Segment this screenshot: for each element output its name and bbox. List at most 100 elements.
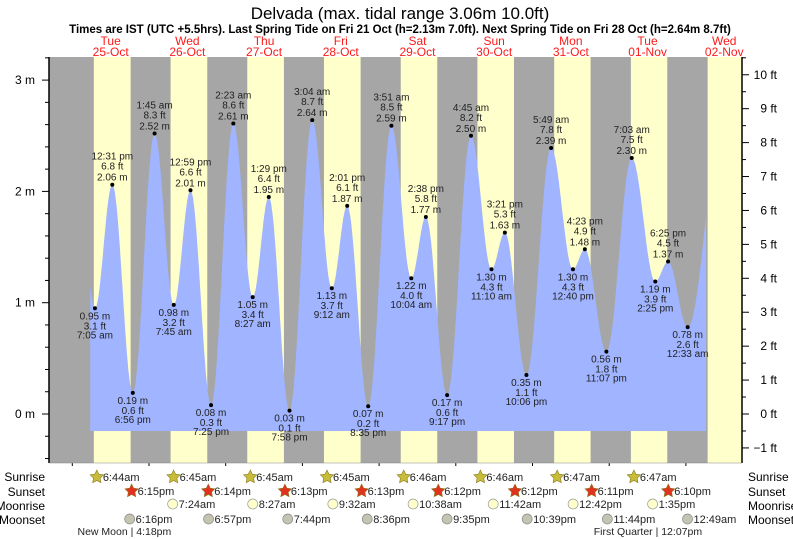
- sunset-star-icon: [430, 483, 446, 498]
- tide-ft-label: 3.1 ft: [84, 321, 106, 332]
- moonset-time: 11:44pm: [613, 514, 655, 526]
- moonset-icon: [601, 513, 613, 525]
- tide-point: [366, 404, 371, 409]
- tide-m-label: 2.64 m: [297, 108, 328, 119]
- day-name-label: Tue: [101, 34, 122, 48]
- tide-ft-label: 6.4 ft: [258, 174, 280, 185]
- tide-point: [582, 247, 587, 252]
- tide-ft-label: 4.3 ft: [562, 282, 584, 293]
- tide-ft-label: 0.6 ft: [122, 406, 144, 417]
- moonset-icon: [203, 513, 214, 525]
- tide-time-label: 2:25 pm: [637, 304, 673, 315]
- legend-label-sunset-right: Sunset: [748, 485, 786, 499]
- tide-point: [489, 267, 494, 272]
- tide-ft-label: 3.7 ft: [321, 301, 343, 312]
- sunset-star-icon: [354, 483, 369, 498]
- left-axis-label: 2 m: [15, 184, 35, 198]
- day-date-label: 28-Oct: [323, 45, 360, 59]
- day-name-label: Tue: [637, 34, 658, 48]
- tide-m-label: 1.48 m: [570, 237, 601, 248]
- chart-subtitle: Times are IST (UTC +5.5hrs). Last Spring…: [69, 24, 731, 36]
- high-tide-marker: 1:29 pm6.4 ft1.95 m: [251, 164, 287, 199]
- moonrise-icon: [407, 498, 419, 510]
- moonset-icon: [124, 513, 136, 525]
- tide-point: [345, 203, 350, 208]
- tide-point: [209, 403, 214, 408]
- tide-ft-label: 4.0 ft: [400, 291, 422, 302]
- sunset-time: 6:10pm: [674, 486, 711, 498]
- day-name-label: Sat: [408, 34, 427, 48]
- low-tide-marker: 1.05 m3.4 ft8:27 am: [235, 295, 271, 330]
- sunrise-star-icon: [473, 469, 488, 484]
- sunset-time: 6:14pm: [214, 486, 251, 498]
- tide-time-label: 8:27 am: [235, 319, 271, 330]
- tide-point: [110, 182, 115, 187]
- day-date-label: 31-Oct: [553, 45, 590, 59]
- tide-time-label: 1:45 am: [137, 101, 173, 112]
- tide-ft-label: 1.8 ft: [595, 365, 617, 376]
- high-tide-marker: 5:49 am7.8 ft2.39 m: [533, 115, 569, 150]
- tide-m-label: 1.37 m: [653, 250, 684, 261]
- tide-time-label: 4:23 pm: [567, 216, 603, 227]
- day-name-label: Sun: [483, 34, 504, 48]
- tide-ft-label: 8.3 ft: [143, 111, 165, 122]
- moonset-icon: [682, 513, 693, 525]
- tide-ft-label: 3.9 ft: [644, 295, 666, 306]
- day-date-label: 30-Oct: [476, 45, 513, 59]
- moonrise-icon: [327, 498, 339, 510]
- tide-time-label: 11:10 am: [471, 291, 512, 302]
- moonrise-icon: [167, 498, 178, 510]
- moonset-icon: [441, 513, 453, 525]
- tide-m-label: 0.56 m: [591, 355, 622, 366]
- tide-m-label: 2.01 m: [175, 178, 206, 189]
- tide-point: [423, 214, 428, 219]
- moonrise-time: 8:27am: [259, 499, 296, 511]
- tide-point: [549, 145, 554, 150]
- low-tide-marker: 1.13 m3.7 ft9:12 am: [314, 286, 350, 321]
- tide-ft-label: 4.5 ft: [657, 239, 679, 250]
- tide-ft-label: 7.5 ft: [621, 135, 643, 146]
- tide-time-label: 12:59 pm: [170, 157, 212, 168]
- sunset-star-icon: [660, 483, 676, 498]
- legend-label-moonset: Moonset: [0, 513, 46, 527]
- tide-point: [287, 408, 292, 413]
- tide-time-label: 10:04 am: [390, 300, 432, 311]
- moonrise-time: 11:42am: [499, 499, 541, 511]
- tide-m-label: 0.78 m: [672, 330, 703, 341]
- tide-m-label: 0.35 m: [511, 378, 542, 389]
- right-axis-label: 4 ft: [760, 271, 777, 285]
- legend-label-sunset: Sunset: [8, 485, 46, 499]
- tide-m-label: 0.07 m: [353, 409, 384, 420]
- sunrise-time: 6:46am: [410, 472, 447, 484]
- tide-point: [445, 393, 450, 398]
- right-axis-label: 2 ft: [760, 339, 777, 353]
- tide-m-label: 2.39 m: [536, 136, 567, 147]
- high-tide-marker: 2:38 pm5.8 ft1.77 m: [408, 184, 444, 219]
- tide-point: [152, 131, 157, 136]
- chart-title: Delvada (max. tidal range 3.06m 10.0ft): [251, 4, 550, 23]
- moonset-time: 10:39pm: [533, 514, 576, 526]
- tide-time-label: 1:29 pm: [251, 164, 287, 175]
- moonrise-icon: [647, 498, 658, 510]
- tide-point: [502, 230, 507, 235]
- low-tide-marker: 0.07 m0.2 ft8:35 pm: [350, 404, 386, 439]
- day-name-label: Mon: [559, 34, 582, 48]
- right-axis-label: 10 ft: [754, 68, 778, 82]
- right-axis-label: 6 ft: [760, 203, 777, 217]
- tide-time-label: 3:21 pm: [487, 200, 523, 211]
- tide-ft-label: 6.8 ft: [101, 162, 123, 173]
- tide-m-label: 1.30 m: [476, 272, 507, 283]
- moon-phase-label: New Moon | 4:18pm: [78, 526, 172, 538]
- tide-m-label: 1.30 m: [558, 272, 589, 283]
- tide-m-label: 2.50 m: [456, 124, 487, 135]
- tide-ft-label: 3.4 ft: [242, 310, 264, 321]
- tide-time-label: 9:12 am: [314, 310, 350, 321]
- day-date-label: 25-Oct: [93, 45, 130, 59]
- high-tide-marker: 3:04 am8.7 ft2.64 m: [294, 87, 330, 123]
- sunrise-star-icon: [89, 469, 105, 484]
- tide-time-label: 7:25 pm: [193, 427, 229, 438]
- tide-time-label: 12:31 pm: [91, 152, 133, 163]
- moonset-icon: [361, 513, 373, 525]
